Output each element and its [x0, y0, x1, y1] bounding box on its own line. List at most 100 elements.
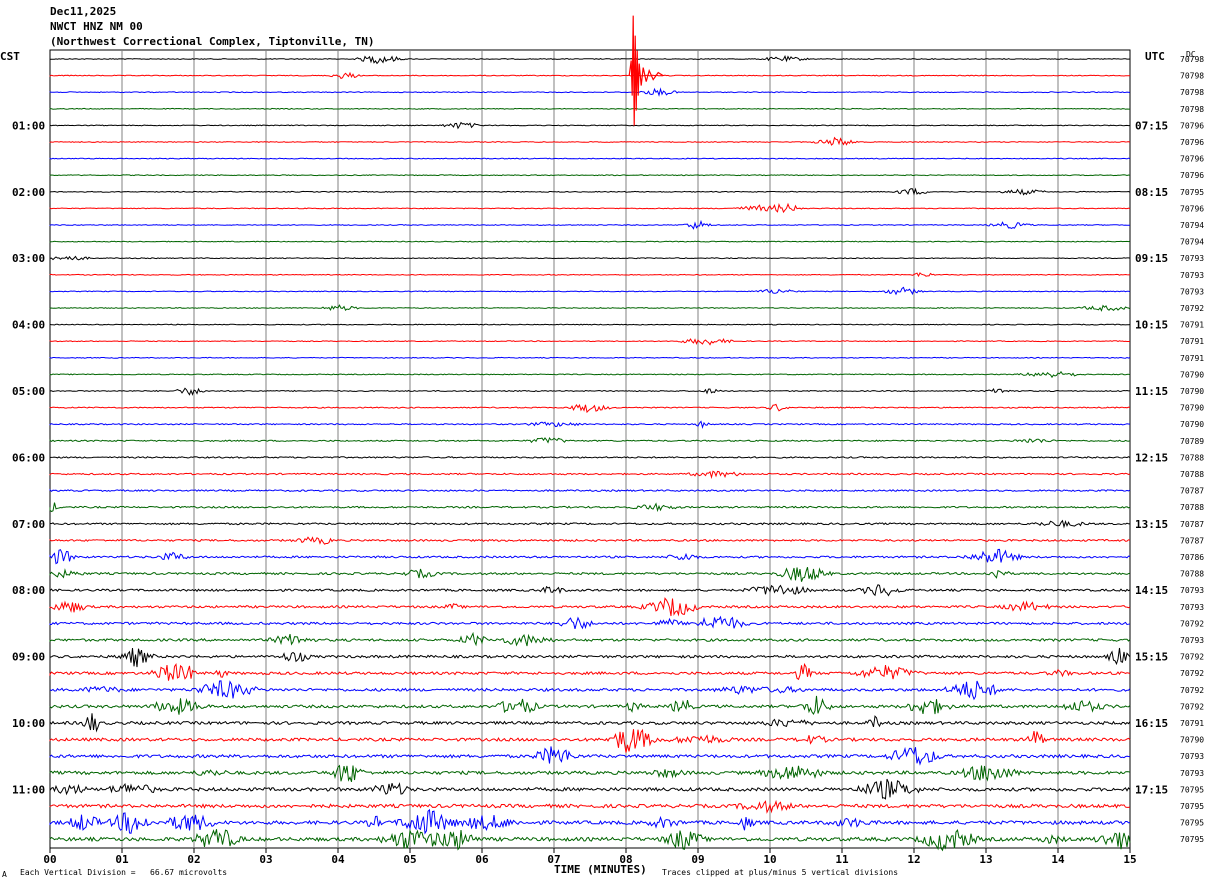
x-tick-label: 12 — [907, 853, 920, 866]
seismic-trace — [49, 323, 1131, 326]
seismic-trace — [49, 502, 1131, 513]
seismic-trace — [49, 548, 1131, 565]
seismic-trace — [49, 255, 1131, 261]
dc-offset-label: 70790 — [1180, 420, 1204, 429]
seismic-trace — [49, 87, 1131, 97]
dc-offset-label: 70795 — [1180, 188, 1204, 197]
x-tick-label: 06 — [475, 853, 489, 866]
dc-offset-label: 70795 — [1180, 835, 1204, 844]
seismic-trace — [49, 338, 1131, 346]
corner-mark: A — [2, 870, 7, 879]
dc-offset-label: 70794 — [1180, 238, 1204, 247]
dc-offset-label: 70787 — [1180, 487, 1204, 496]
x-tick-label: 07 — [547, 853, 560, 866]
x-tick-label: 04 — [331, 853, 345, 866]
seismic-trace — [49, 584, 1131, 597]
seismic-trace — [49, 695, 1131, 715]
seismic-trace — [49, 728, 1131, 753]
location-label: (Northwest Correctional Complex, Tiptonv… — [50, 35, 375, 48]
x-tick-label: 03 — [259, 853, 272, 866]
seismic-trace — [49, 420, 1131, 430]
dc-offset-label: 70798 — [1180, 72, 1204, 81]
dc-offset-label: 70795 — [1180, 785, 1204, 794]
cst-hour-label: 08:00 — [12, 584, 45, 597]
seismic-trace — [49, 286, 1131, 296]
dc-offset-label: 70792 — [1180, 304, 1204, 313]
seismic-trace — [49, 536, 1131, 545]
left-timezone-label: CST — [0, 50, 20, 63]
cst-hour-label: 06:00 — [12, 451, 45, 464]
seismic-trace — [49, 107, 1130, 110]
dc-offset-label: 70795 — [1180, 819, 1204, 828]
scale-note: Each Vertical Division = 66.67 microvolt… — [20, 868, 228, 877]
dc-offset-label: 70791 — [1180, 321, 1204, 330]
dc-offset-label: 70791 — [1180, 719, 1204, 728]
seismic-trace — [49, 808, 1130, 835]
x-tick-label: 00 — [43, 853, 56, 866]
dc-offset-label: 70792 — [1180, 653, 1204, 662]
x-tick-label: 08 — [619, 853, 632, 866]
dc-offset-label: 70787 — [1180, 520, 1204, 529]
x-tick-label: 15 — [1123, 853, 1136, 866]
utc-hour-label: 17:15 — [1135, 783, 1168, 796]
seismic-trace — [49, 647, 1131, 668]
dc-offset-label: 70796 — [1180, 171, 1204, 180]
seismic-trace — [49, 764, 1131, 782]
dc-offset-label: 70796 — [1180, 204, 1204, 213]
seismic-trace — [50, 456, 1131, 459]
dc-offset-label: 70788 — [1180, 453, 1204, 462]
utc-hour-label: 13:15 — [1135, 518, 1168, 531]
dc-offset-label: 70786 — [1180, 553, 1204, 562]
dc-offset-label: 70796 — [1180, 155, 1204, 164]
x-tick-label: 10 — [763, 853, 776, 866]
dc-offset-label: 70796 — [1180, 138, 1204, 147]
dc-offset-label: 70788 — [1180, 470, 1204, 479]
dc-offset-label: 70787 — [1180, 536, 1204, 545]
seismic-trace — [49, 272, 1131, 278]
dc-offset-label: 70796 — [1180, 121, 1204, 130]
seismic-trace — [49, 71, 1131, 80]
seismic-trace — [49, 356, 1131, 359]
seismic-trace — [49, 370, 1131, 379]
dc-offset-label: 70793 — [1180, 271, 1204, 280]
x-tick-label: 02 — [187, 853, 200, 866]
seismic-trace — [49, 219, 1131, 230]
seismic-trace — [49, 157, 1131, 160]
dc-offset-label: 70791 — [1180, 337, 1204, 346]
seismic-trace — [49, 55, 1131, 65]
utc-hour-label: 11:15 — [1135, 385, 1168, 398]
seismic-trace — [49, 202, 1131, 214]
seismic-trace — [49, 304, 1131, 312]
x-tick-label: 09 — [691, 853, 704, 866]
seismic-trace — [49, 799, 1131, 814]
seismic-trace — [49, 778, 1131, 800]
seismic-trace — [49, 631, 1131, 647]
seismic-trace — [49, 240, 1131, 243]
seismic-trace — [49, 746, 1131, 766]
seismic-trace — [49, 828, 1131, 852]
seismic-trace — [49, 470, 1131, 480]
date-label: Dec11,2025 — [50, 5, 117, 18]
cst-hour-label: 05:00 — [12, 385, 45, 398]
dc-offset-label: 70791 — [1180, 354, 1204, 363]
seismic-trace — [49, 488, 1131, 493]
seismic-trace — [49, 615, 1131, 630]
utc-hour-label: 09:15 — [1135, 252, 1168, 265]
clip-note: Traces clipped at plus/minus 5 vertical … — [662, 868, 899, 877]
plot-frame — [49, 49, 1131, 849]
dc-offset-label: 70790 — [1180, 736, 1204, 745]
seismic-trace — [49, 187, 1131, 196]
dc-offset-label: 70795 — [1180, 802, 1204, 811]
dc-offset-label: 70798 — [1180, 55, 1204, 64]
x-tick-label: 14 — [1051, 853, 1065, 866]
dc-offset-label: 70793 — [1180, 586, 1204, 595]
dc-offset-label: 70793 — [1180, 287, 1204, 296]
cst-hour-label: 10:00 — [12, 717, 45, 730]
dc-offset-label: 70793 — [1180, 254, 1204, 263]
dc-offset-label: 70788 — [1180, 503, 1204, 512]
seismic-trace — [49, 136, 1131, 146]
x-axis-title: TIME (MINUTES) — [554, 863, 647, 876]
x-tick-label: 13 — [979, 853, 992, 866]
right-timezone-label: UTC — [1145, 50, 1165, 63]
station-label: NWCT HNZ NM 00 — [50, 20, 143, 33]
